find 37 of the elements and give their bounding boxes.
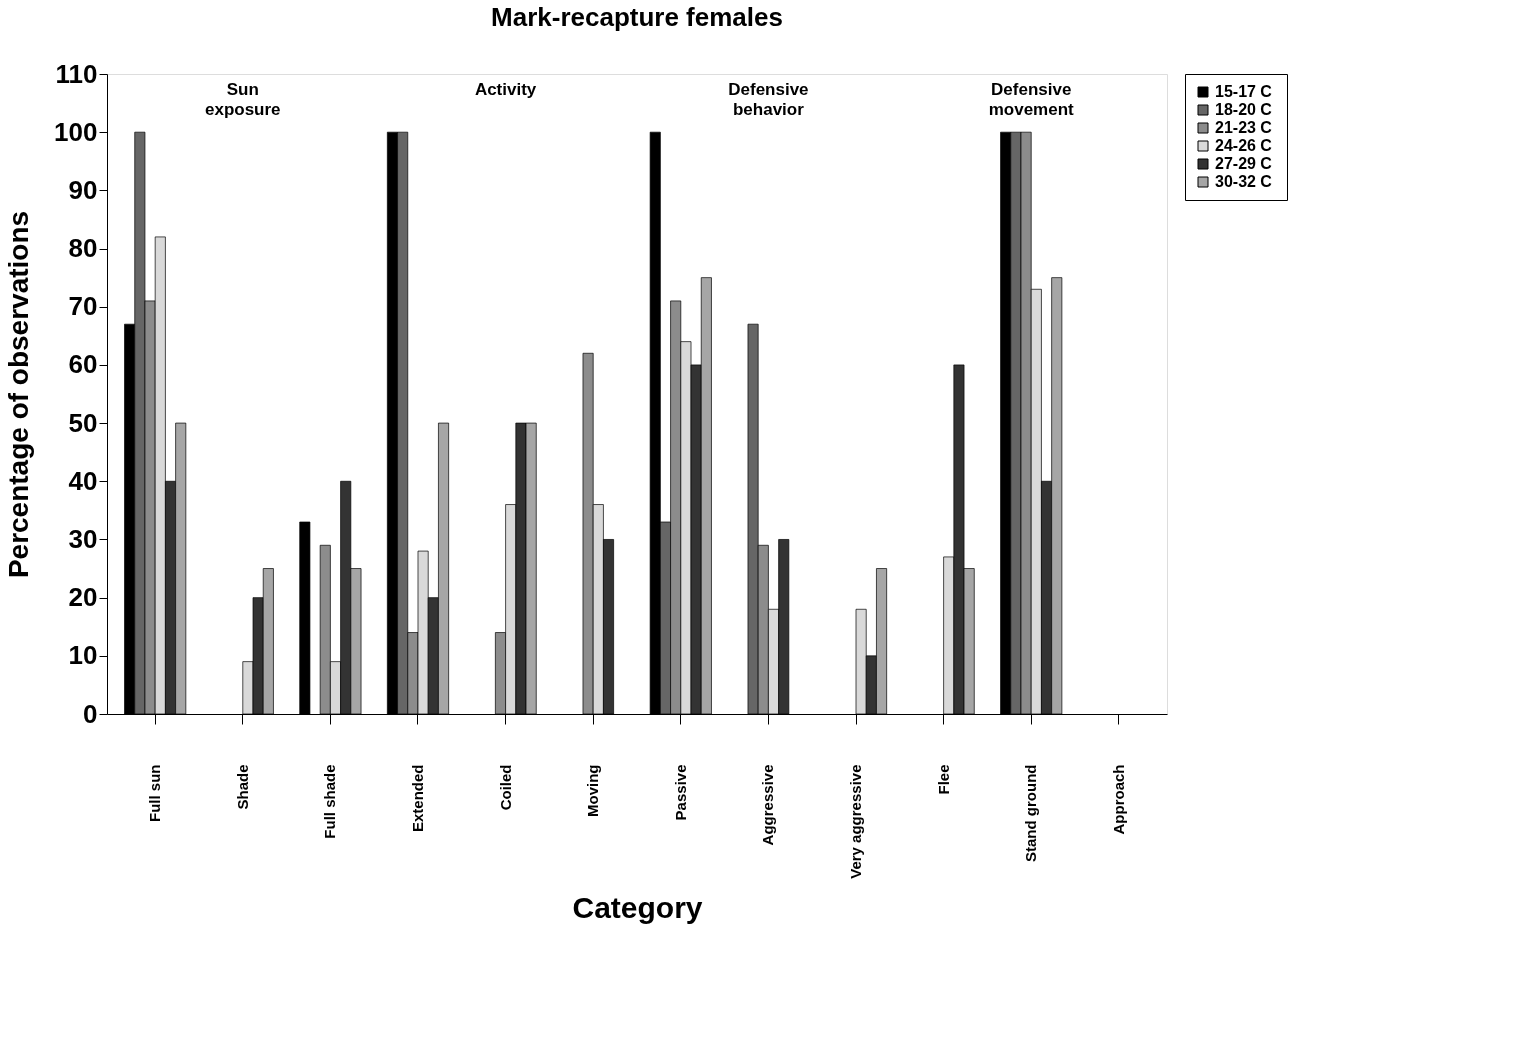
x-tick-label: Stand ground xyxy=(1022,764,1040,862)
x-tick-label: Full sun xyxy=(146,764,164,822)
legend-label: 24-26 C xyxy=(1215,137,1273,154)
y-tick-label: 110 xyxy=(55,58,98,89)
annotation: Sun exposure xyxy=(204,80,281,119)
legend-label: 15-17 C xyxy=(1215,83,1273,100)
y-tick-label: 10 xyxy=(68,640,98,671)
x-tick-label: Shade xyxy=(233,764,251,810)
y-tick-label: 90 xyxy=(68,174,98,205)
y-tick-label: 70 xyxy=(68,291,98,322)
y-tick-label: 20 xyxy=(68,582,98,613)
x-tick-label: Aggressive xyxy=(759,764,777,846)
y-tick-label: 0 xyxy=(83,698,98,729)
x-axis-title: Category xyxy=(572,890,703,924)
x-tick-label: Very aggressive xyxy=(847,764,865,879)
legend-label: 30-32 C xyxy=(1215,173,1273,190)
legend-label: 21-23 C xyxy=(1215,119,1273,136)
y-tick-label: 30 xyxy=(68,523,98,554)
annotation: Defensive movement xyxy=(988,80,1075,119)
legend-label: 27-29 C xyxy=(1215,155,1273,172)
annotation: Defensive behavior xyxy=(728,80,809,119)
x-tick-label: Approach xyxy=(1109,764,1127,835)
y-tick-label: 40 xyxy=(68,465,98,496)
annotation: Activity xyxy=(474,80,537,99)
x-tick-label: Coiled xyxy=(496,764,514,811)
y-tick-label: 100 xyxy=(54,116,98,147)
x-tick-label: Full shade xyxy=(321,764,339,839)
y-axis-title: Percentage of observations xyxy=(3,210,35,579)
x-tick-label: Extended xyxy=(408,764,426,833)
chart-title: Mark-recapture females xyxy=(491,2,783,32)
legend-label: 18-20 C xyxy=(1215,101,1273,118)
y-tick-label: 60 xyxy=(68,349,98,380)
y-tick-label: 50 xyxy=(68,407,98,438)
x-tick-label: Moving xyxy=(584,764,602,817)
y-tick-label: 80 xyxy=(68,233,98,264)
x-tick-label: Flee xyxy=(934,764,952,795)
x-tick-label: Passive xyxy=(671,764,689,821)
